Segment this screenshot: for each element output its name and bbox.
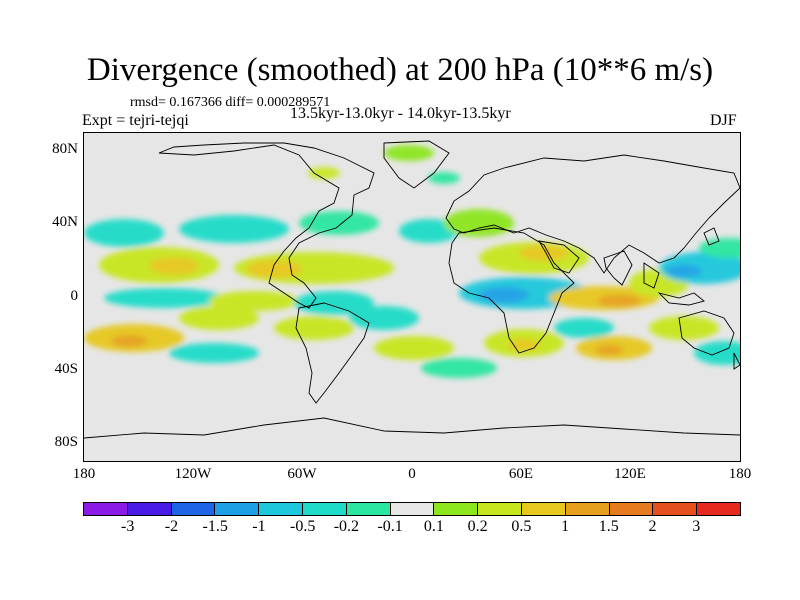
colorbar-tick-label: -0.2 (333, 518, 360, 535)
colorbar-tick-label: -0.1 (377, 518, 403, 535)
colorbar-swatch (653, 503, 698, 515)
map-canvas (84, 140, 740, 439)
colorbar-swatch (609, 503, 654, 515)
y-tick-label: 0 (70, 288, 79, 304)
field-layer (84, 145, 740, 378)
colorbar-tick-label: 0.2 (467, 518, 488, 535)
x-tick-label: 180 (72, 466, 96, 482)
x-tick-label: 0 (408, 466, 416, 482)
colorbar-swatch (302, 503, 347, 515)
colorbar-tick-label: 1 (561, 518, 570, 535)
colorbar-tick-label: -0.5 (289, 518, 316, 535)
x-tick-label: 60W (287, 466, 317, 482)
experiment-label: Expt = tejri-tejqi (82, 112, 189, 129)
colorbar-tick-label: -2 (164, 518, 179, 535)
colorbar-swatch (127, 503, 172, 515)
y-tick-label: 80N (52, 141, 78, 157)
x-tick-label: 120E (614, 466, 646, 482)
colorbar-swatch (521, 503, 566, 515)
stats-text: rmsd= 0.167366 diff= 0.000289571 (130, 95, 331, 110)
y-tick-label: 40N (52, 214, 78, 230)
colorbar-tick-label: 0.1 (423, 518, 444, 535)
x-tick-label: 60E (508, 466, 534, 482)
map-plot (83, 132, 741, 462)
y-tick-label: 80S (54, 434, 78, 450)
period-label: 13.5kyr-13.0kyr - 14.0kyr-13.5kyr (290, 105, 511, 122)
colorbar-tick-label: 3 (692, 518, 701, 535)
colorbar (83, 502, 741, 516)
colorbar-swatch (697, 503, 740, 515)
colorbar-tick-label: -1 (252, 518, 266, 535)
colorbar-tick-label: 1.5 (598, 518, 619, 535)
colorbar-swatch (390, 503, 435, 515)
colorbar-swatch (346, 503, 391, 515)
colorbar-swatch (478, 503, 522, 515)
plot-title: Divergence (smoothed) at 200 hPa (10**6 … (86, 52, 714, 88)
x-tick-label: 180 (728, 466, 752, 482)
colorbar-tick-label: -3 (121, 518, 135, 535)
season-label: DJF (710, 112, 737, 129)
coastlines (84, 140, 740, 439)
y-tick-label: 40S (54, 361, 78, 377)
colorbar-swatch (215, 503, 260, 515)
colorbar-tick-label: 0.5 (511, 518, 532, 535)
colorbar-swatch (84, 503, 128, 515)
colorbar-tick-label: -1.5 (202, 518, 228, 535)
colorbar-swatch (259, 503, 303, 515)
colorbar-swatch (171, 503, 216, 515)
colorbar-swatch (565, 503, 610, 515)
colorbar-tick-label: 2 (648, 518, 657, 535)
colorbar-swatch (434, 503, 479, 515)
x-tick-label: 120W (174, 466, 212, 482)
